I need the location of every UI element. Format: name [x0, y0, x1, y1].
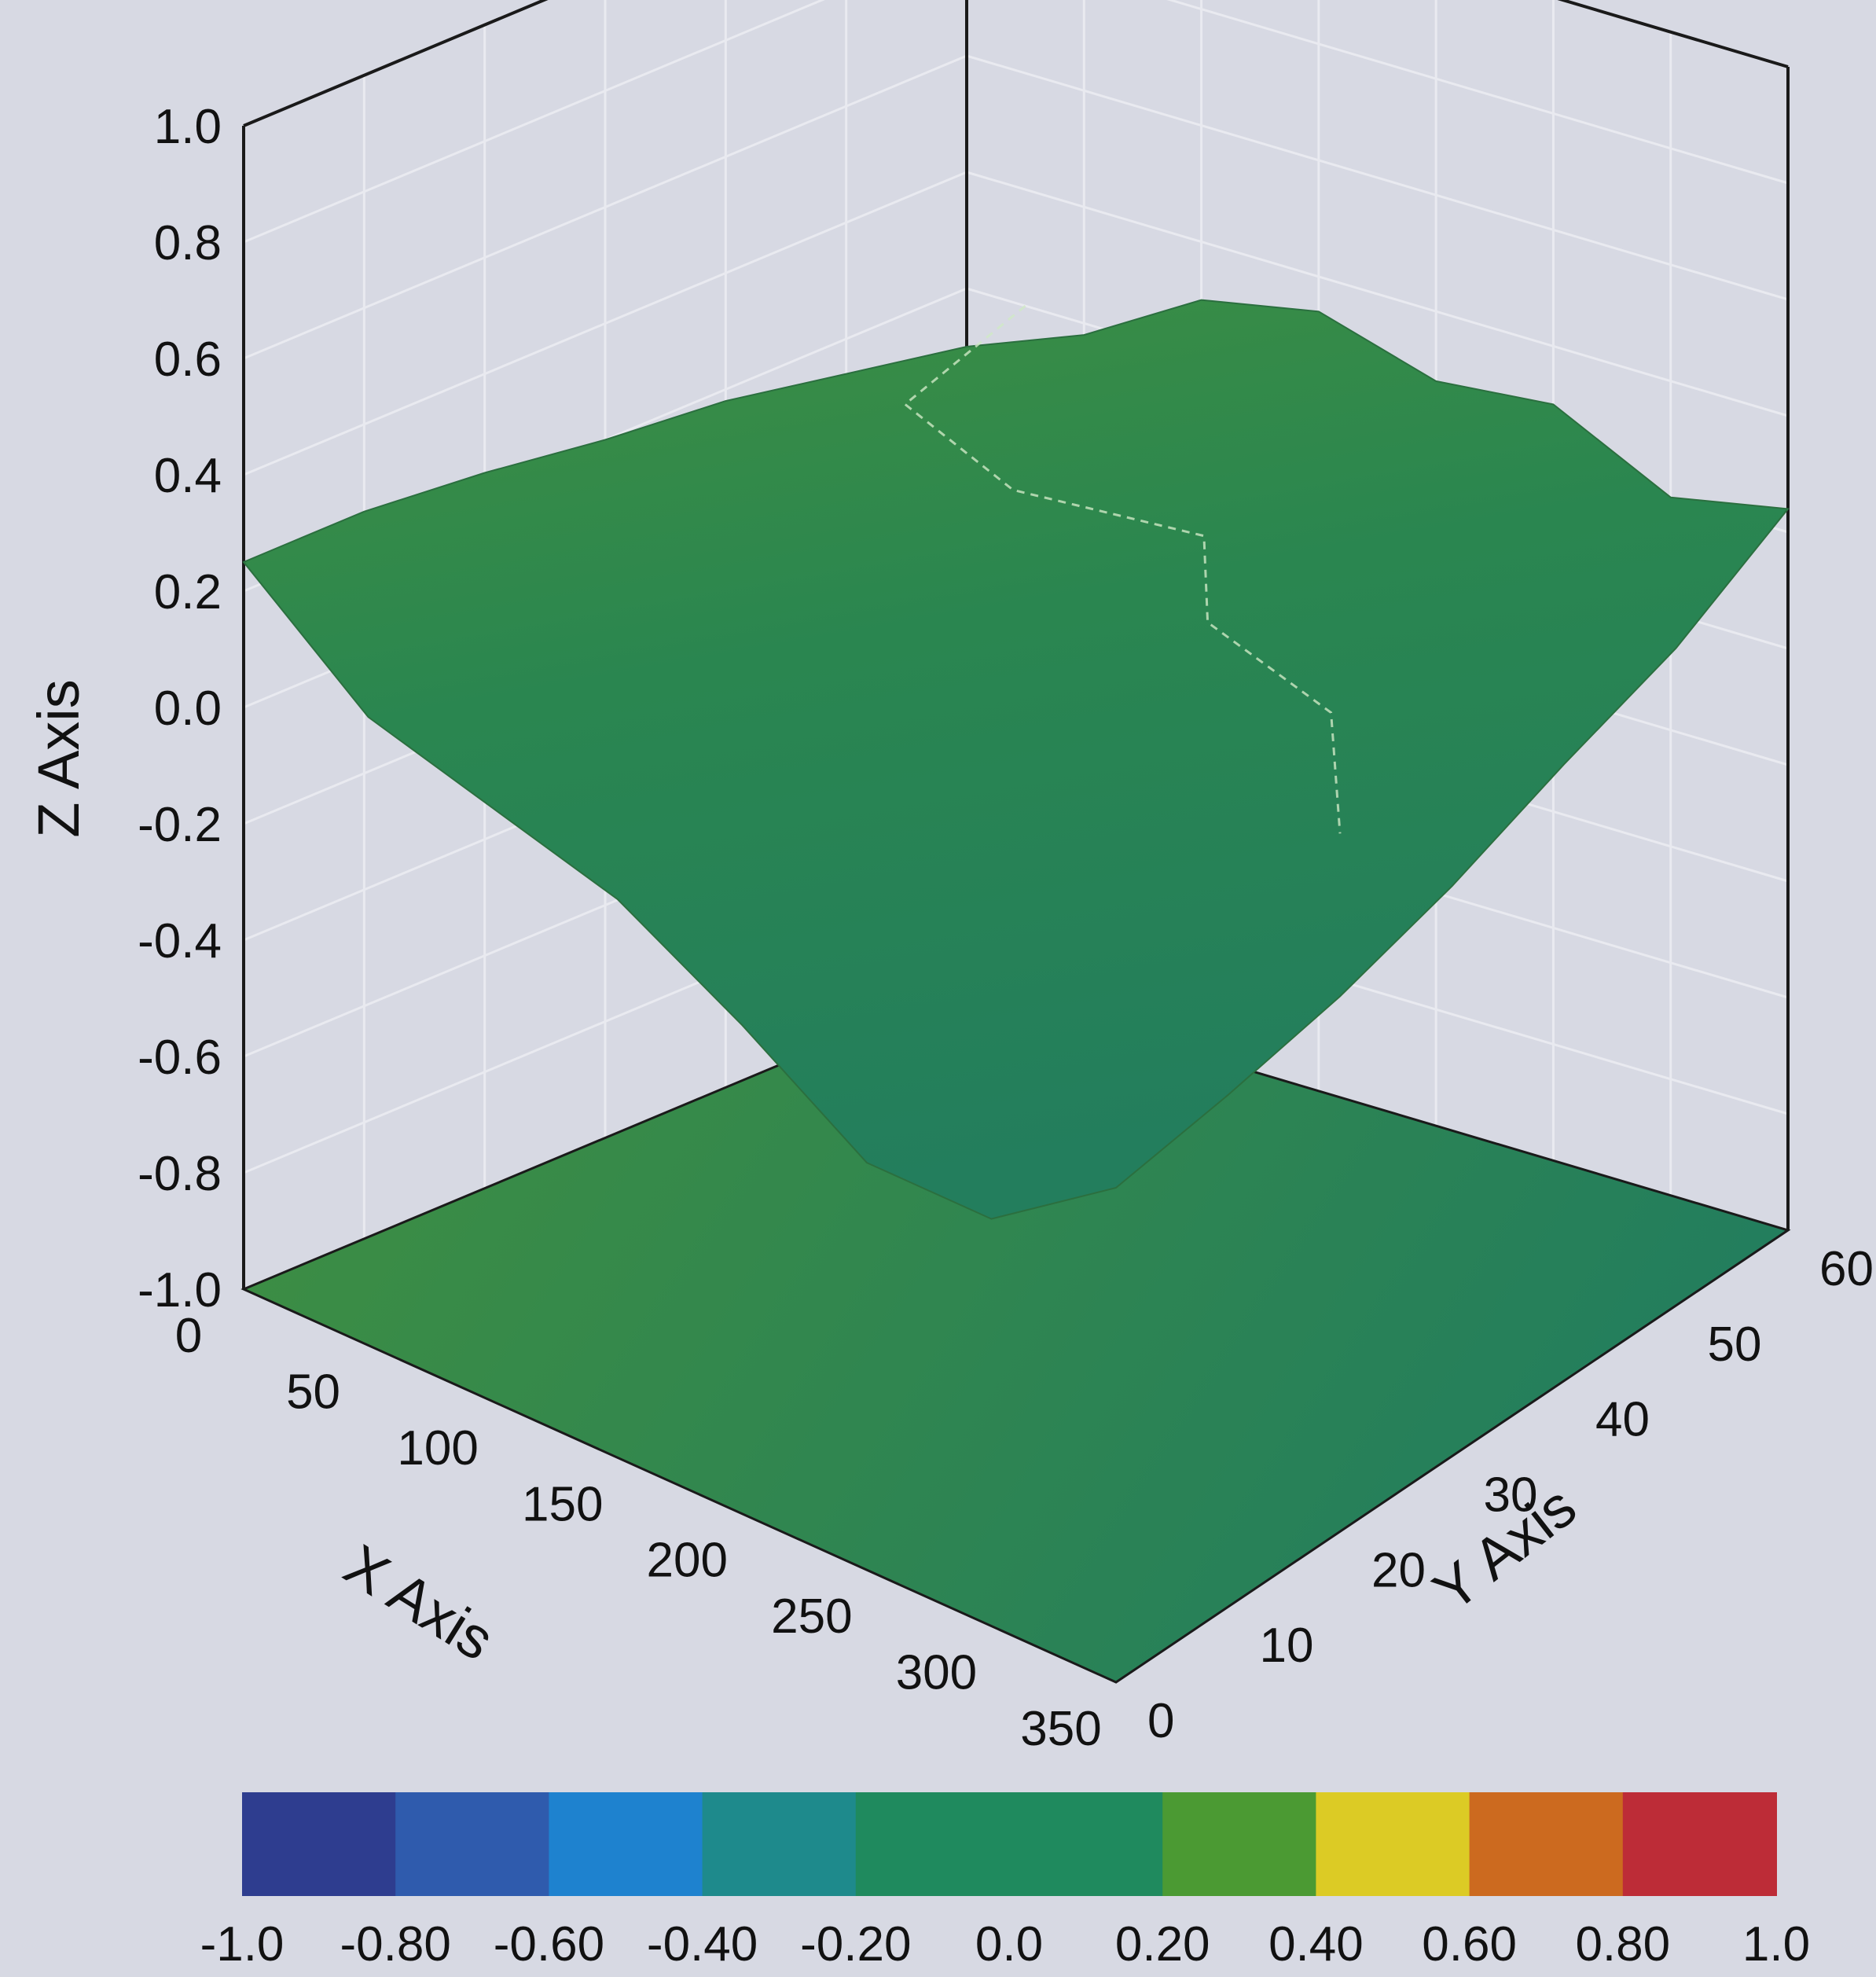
colorbar-label: -0.80	[340, 1917, 451, 1971]
frame-edge	[1557, 0, 1789, 68]
z-tick-label: 1.0	[154, 100, 222, 154]
surface	[242, 299, 1790, 1220]
y-tick-label: 0	[1147, 1694, 1174, 1748]
colorbar-label: 0.0	[975, 1917, 1043, 1971]
colorbar-label: 0.20	[1115, 1917, 1210, 1971]
colorbar-label: -0.20	[800, 1917, 911, 1971]
x-tick-label: 0	[175, 1309, 202, 1363]
floor-plane	[240, 985, 1791, 1684]
colorbar-segment	[1009, 1792, 1164, 1896]
colorbar-label: -1.0	[200, 1917, 285, 1971]
colorbar-label: 0.80	[1575, 1917, 1670, 1971]
y-tick-label: 10	[1260, 1619, 1314, 1673]
colorbar-segment	[1622, 1792, 1777, 1896]
z-tick-label: 0.8	[154, 216, 222, 270]
surface-patch	[242, 299, 1790, 1220]
z-tick-label: -0.4	[138, 914, 222, 968]
x-tick-label: 50	[286, 1365, 340, 1419]
colorbar-label: 1.0	[1742, 1917, 1810, 1971]
colorbar-label: -0.60	[494, 1917, 604, 1971]
colorbar-segment	[242, 1792, 397, 1896]
y-tick-label: 40	[1595, 1393, 1650, 1447]
colorbar: -1.0 -0.80 -0.60 -0.40 -0.20 0.0 0.20 0.40 0.60 0…	[200, 1792, 1810, 1971]
colorbar-segment	[1162, 1792, 1317, 1896]
x-tick-label: 250	[771, 1589, 852, 1644]
z-tick-label: 0.6	[154, 333, 222, 387]
y-tick-label: 60	[1819, 1242, 1874, 1296]
z-tick-label: 0.4	[154, 449, 222, 503]
z-axis-title: Z Axis	[26, 679, 91, 837]
x-tick-label: 300	[896, 1646, 977, 1700]
x-tick-label: 150	[522, 1477, 603, 1531]
z-tick-label: 0.0	[154, 682, 222, 736]
grid-line	[243, 0, 1789, 244]
colorbar-segment	[1469, 1792, 1624, 1896]
contour-line	[903, 304, 1342, 834]
colorbar-segment	[395, 1792, 550, 1896]
x-tick-label: 350	[1020, 1702, 1101, 1756]
x-tick-label: 100	[397, 1421, 478, 1475]
colorbar-segment	[855, 1792, 1010, 1896]
z-tick-label: -0.2	[138, 798, 222, 852]
tick-labels: -1.0 -0.8 -0.6 -0.4 -0.2 0.0 0.2 0.4 0.6 0.8 1.0 0 5…	[138, 100, 1874, 1756]
grid-line	[243, 54, 1789, 360]
y-tick-label: 20	[1371, 1543, 1426, 1597]
colorbar-label: 0.60	[1422, 1917, 1517, 1971]
colorbar-segment	[702, 1792, 857, 1896]
z-tick-label: -0.8	[138, 1147, 222, 1201]
y-tick-label: 30	[1484, 1468, 1538, 1523]
x-axis-title: X Axis	[333, 1532, 505, 1673]
frame-edge	[243, 0, 549, 127]
z-tick-label: -1.0	[138, 1263, 222, 1317]
colorbar-segment	[549, 1792, 703, 1896]
z-tick-label: -0.6	[138, 1031, 222, 1085]
colorbar-segment	[1316, 1792, 1470, 1896]
x-tick-label: 200	[647, 1534, 728, 1588]
floor-projection	[240, 985, 1791, 1684]
y-tick-label: 50	[1708, 1317, 1762, 1372]
z-tick-label: 0.2	[154, 565, 222, 619]
colorbar-label: 0.40	[1268, 1917, 1364, 1971]
colorbar-label: -0.40	[647, 1917, 758, 1971]
